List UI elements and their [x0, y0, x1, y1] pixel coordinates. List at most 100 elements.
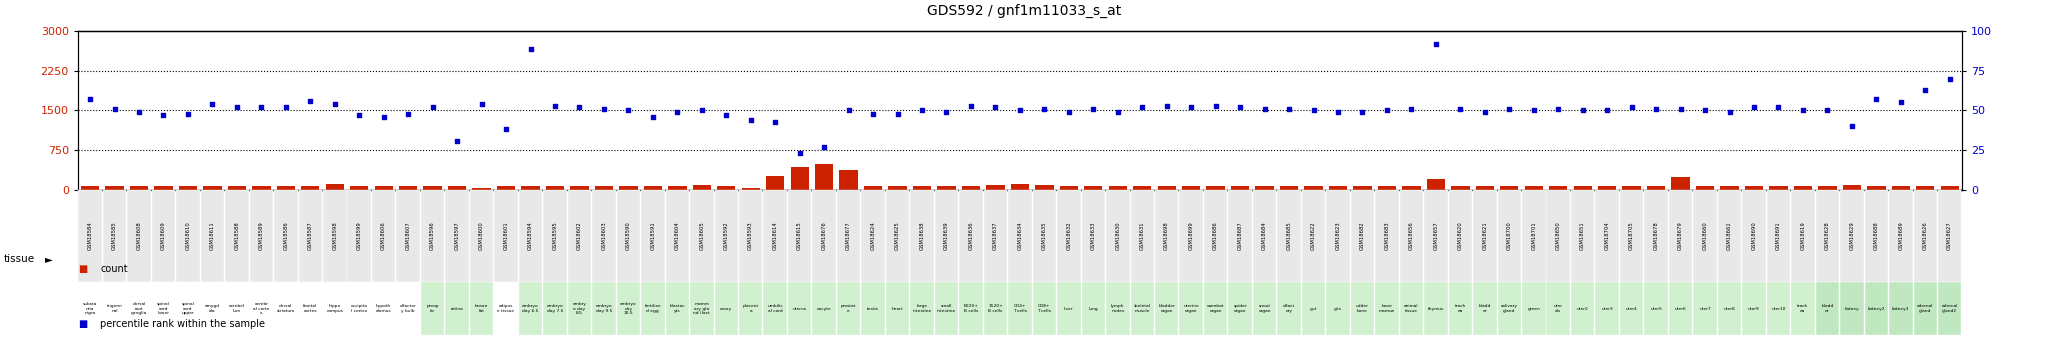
Bar	[887, 190, 909, 283]
Bar	[522, 186, 541, 190]
Point	[686, 108, 719, 113]
Point	[416, 105, 449, 110]
Bar	[1597, 186, 1616, 190]
Point	[1786, 108, 1819, 113]
Point	[1247, 106, 1280, 111]
Bar	[1817, 283, 1839, 335]
Text: GSM18591: GSM18591	[651, 222, 655, 250]
Bar	[717, 186, 735, 190]
Text: GSM18621: GSM18621	[1483, 222, 1487, 250]
Text: kidney2: kidney2	[1868, 307, 1884, 310]
Bar	[1059, 186, 1077, 190]
Text: GSM18595: GSM18595	[553, 222, 557, 250]
Point	[1053, 109, 1085, 115]
Bar	[690, 283, 713, 335]
Bar	[1720, 186, 1739, 190]
Text: GSM18603: GSM18603	[602, 222, 606, 250]
Bar	[274, 283, 297, 335]
Point	[1296, 108, 1329, 113]
Text: GSM18587: GSM18587	[307, 222, 313, 250]
Bar	[227, 186, 246, 190]
Text: GSM18598: GSM18598	[332, 222, 338, 250]
Text: GSM18614: GSM18614	[772, 222, 778, 250]
Bar	[1133, 186, 1151, 190]
Text: GSM18607: GSM18607	[406, 222, 412, 250]
Text: frontal
cortex: frontal cortex	[303, 304, 317, 313]
Text: GSM18604: GSM18604	[676, 222, 680, 250]
Text: ■: ■	[78, 264, 88, 274]
Point	[1200, 103, 1233, 108]
Bar	[1839, 190, 1864, 283]
Bar	[1231, 186, 1249, 190]
Point	[123, 109, 156, 115]
Bar	[788, 190, 811, 283]
Bar	[1669, 190, 1692, 283]
Bar	[350, 186, 369, 190]
Text: gut: gut	[1311, 307, 1317, 310]
Bar	[666, 283, 688, 335]
Point	[637, 114, 670, 119]
Bar	[1694, 283, 1716, 335]
Text: GSM18678: GSM18678	[1653, 222, 1659, 250]
Text: GSM18634: GSM18634	[1018, 222, 1022, 250]
Bar	[1399, 190, 1423, 283]
Bar	[1937, 283, 1962, 335]
Bar	[690, 190, 713, 283]
Text: gits: gits	[1333, 307, 1341, 310]
Text: embryo
day
10.5: embryo day 10.5	[621, 302, 637, 315]
Text: embryo
day 7.5: embryo day 7.5	[547, 304, 563, 313]
Bar	[1473, 283, 1497, 335]
Text: GSM18656: GSM18656	[1409, 222, 1413, 250]
Text: embryo
day 6.5: embryo day 6.5	[522, 304, 539, 313]
Bar	[373, 283, 395, 335]
Text: brown
fat: brown fat	[475, 304, 487, 313]
Bar	[1352, 283, 1374, 335]
Bar	[1403, 186, 1421, 190]
Bar	[1595, 283, 1618, 335]
Point	[1321, 109, 1354, 115]
Point	[1004, 108, 1036, 113]
Text: GSM18592: GSM18592	[723, 222, 729, 250]
Text: testis: testis	[866, 307, 879, 310]
Bar	[862, 190, 885, 283]
Text: olfact
ory: olfact ory	[1282, 304, 1294, 313]
Text: GSM18633: GSM18633	[1092, 222, 1096, 250]
Bar	[764, 190, 786, 283]
Text: GSM18635: GSM18635	[1042, 222, 1047, 250]
Text: spinal
cord
upper: spinal cord upper	[182, 302, 195, 315]
Bar	[594, 186, 612, 190]
Point	[905, 108, 938, 113]
Text: bladd
er: bladd er	[1479, 304, 1491, 313]
Bar	[324, 190, 346, 283]
Text: ■: ■	[78, 319, 88, 329]
Bar	[815, 164, 834, 190]
Text: GSM18599: GSM18599	[356, 222, 362, 250]
Bar	[1280, 186, 1298, 190]
Text: GSM18609: GSM18609	[162, 222, 166, 250]
Point	[1444, 106, 1477, 111]
Text: adrenal
gland2: adrenal gland2	[1942, 304, 1958, 313]
Text: spinal
cord
lower: spinal cord lower	[158, 302, 170, 315]
Point	[1690, 108, 1722, 113]
Point	[735, 117, 768, 123]
Point	[172, 111, 205, 116]
Bar	[1595, 190, 1618, 283]
Point	[1151, 103, 1184, 108]
Bar	[1913, 283, 1937, 335]
Bar	[127, 190, 152, 283]
Point	[1860, 97, 1892, 102]
Bar	[567, 283, 592, 335]
Bar	[958, 283, 983, 335]
Text: animal
tissue: animal tissue	[1405, 304, 1419, 313]
Bar	[299, 190, 322, 283]
Text: uterus: uterus	[793, 307, 807, 310]
Text: dorsal
root
ganglia: dorsal root ganglia	[131, 302, 147, 315]
Bar	[1083, 186, 1102, 190]
Text: hypoth
alamus: hypoth alamus	[377, 304, 391, 313]
Text: uter
als: uter als	[1554, 304, 1563, 313]
Text: uter2: uter2	[1577, 307, 1589, 310]
Point	[563, 105, 596, 110]
Text: ►: ►	[45, 254, 53, 264]
Bar	[641, 283, 666, 335]
Text: embryo
day 9.5: embryo day 9.5	[596, 304, 612, 313]
